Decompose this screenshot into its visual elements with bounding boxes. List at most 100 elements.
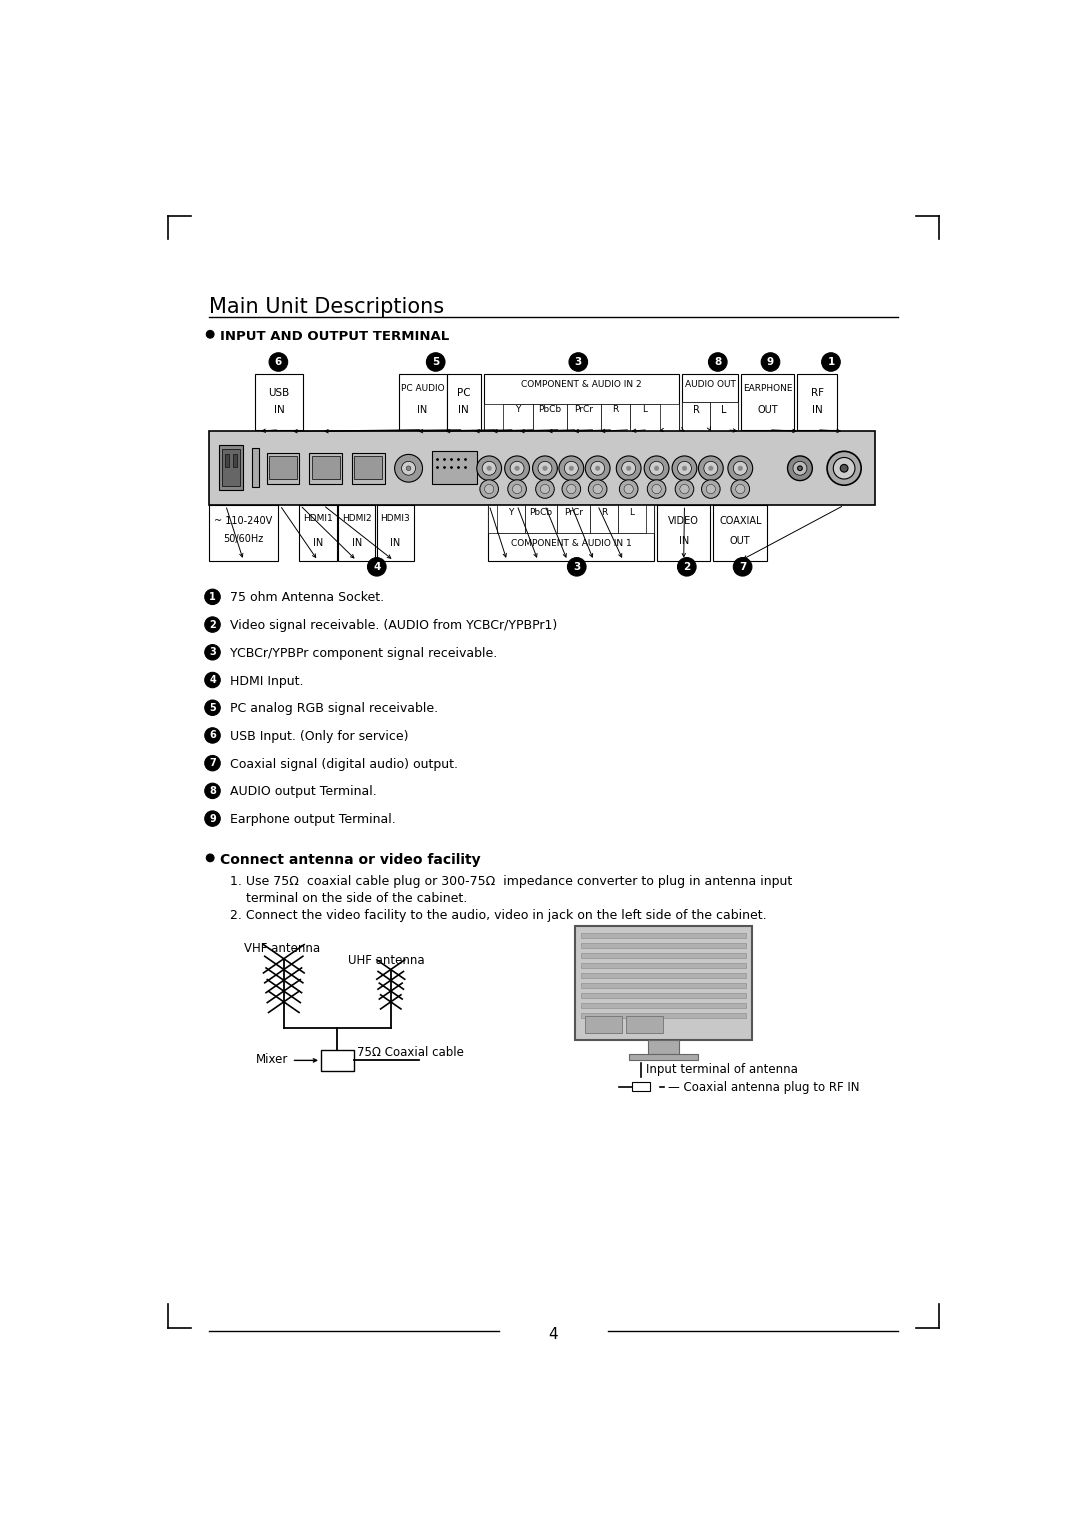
Text: L: L bbox=[721, 405, 727, 416]
Circle shape bbox=[733, 558, 752, 576]
Bar bbox=[581, 993, 745, 998]
Circle shape bbox=[206, 330, 214, 338]
Text: 1: 1 bbox=[210, 591, 216, 602]
Bar bbox=[269, 455, 297, 480]
Text: Main Unit Descriptions: Main Unit Descriptions bbox=[208, 298, 444, 318]
Text: Coaxial signal (digital audio) output.: Coaxial signal (digital audio) output. bbox=[230, 758, 458, 770]
Text: HDMI1: HDMI1 bbox=[303, 515, 333, 524]
Circle shape bbox=[787, 455, 812, 481]
Circle shape bbox=[654, 466, 659, 471]
Bar bbox=[658, 506, 710, 561]
Bar bbox=[503, 403, 532, 429]
Circle shape bbox=[487, 466, 491, 471]
Circle shape bbox=[679, 484, 689, 494]
Bar bbox=[632, 1082, 650, 1091]
Bar bbox=[581, 952, 745, 958]
Text: COMPONENT & AUDIO IN 2: COMPONENT & AUDIO IN 2 bbox=[521, 380, 642, 390]
Bar bbox=[797, 374, 837, 429]
Circle shape bbox=[269, 353, 287, 371]
Text: PbCb: PbCb bbox=[538, 405, 562, 414]
Circle shape bbox=[622, 461, 636, 475]
Text: 9: 9 bbox=[210, 813, 216, 824]
Text: 4: 4 bbox=[549, 1326, 558, 1342]
Text: INPUT AND OUTPUT TERMINAL: INPUT AND OUTPUT TERMINAL bbox=[220, 330, 449, 342]
Text: ~ 110-240V: ~ 110-240V bbox=[214, 516, 272, 526]
Circle shape bbox=[708, 466, 713, 471]
Circle shape bbox=[540, 484, 550, 494]
Text: 4: 4 bbox=[210, 675, 216, 685]
Text: 7: 7 bbox=[210, 758, 216, 769]
Circle shape bbox=[702, 480, 720, 498]
Bar bbox=[683, 402, 738, 429]
Bar bbox=[532, 403, 567, 429]
Bar bbox=[629, 1054, 699, 1060]
Circle shape bbox=[205, 590, 220, 605]
Bar bbox=[576, 926, 752, 1041]
Text: 5: 5 bbox=[432, 358, 440, 367]
Text: 75 ohm Antenna Socket.: 75 ohm Antenna Socket. bbox=[230, 591, 383, 605]
Text: AUDIO output Terminal.: AUDIO output Terminal. bbox=[230, 785, 376, 799]
Bar bbox=[581, 1013, 745, 1018]
Text: Mixer: Mixer bbox=[256, 1053, 288, 1067]
Text: L: L bbox=[630, 509, 634, 518]
Bar bbox=[600, 403, 631, 429]
Text: 2: 2 bbox=[210, 619, 216, 630]
Circle shape bbox=[735, 484, 745, 494]
Text: Y: Y bbox=[515, 405, 521, 414]
Text: Y: Y bbox=[509, 509, 514, 518]
Bar bbox=[484, 374, 679, 429]
Bar bbox=[484, 403, 679, 429]
Circle shape bbox=[206, 854, 214, 862]
Circle shape bbox=[834, 457, 855, 480]
Text: IN: IN bbox=[273, 405, 284, 416]
Circle shape bbox=[508, 480, 526, 498]
Text: 2. Connect the video facility to the audio, video in jack on the left side of th: 2. Connect the video facility to the aud… bbox=[230, 909, 766, 921]
Text: L: L bbox=[643, 405, 647, 414]
Bar bbox=[497, 506, 525, 533]
Text: HDMI3: HDMI3 bbox=[380, 515, 410, 524]
Circle shape bbox=[562, 480, 581, 498]
Bar bbox=[581, 963, 745, 969]
Circle shape bbox=[733, 461, 747, 475]
Circle shape bbox=[542, 466, 548, 471]
Circle shape bbox=[567, 558, 586, 576]
Bar bbox=[225, 454, 229, 466]
Bar bbox=[625, 1016, 663, 1033]
Text: PbCb: PbCb bbox=[529, 509, 553, 518]
Bar bbox=[581, 1002, 745, 1008]
Text: 3: 3 bbox=[575, 358, 582, 367]
Bar bbox=[683, 402, 710, 429]
Text: R: R bbox=[600, 509, 607, 518]
Circle shape bbox=[569, 466, 573, 471]
Circle shape bbox=[644, 455, 669, 481]
Circle shape bbox=[585, 455, 610, 481]
Circle shape bbox=[624, 484, 633, 494]
Text: OUT: OUT bbox=[757, 405, 778, 416]
Circle shape bbox=[798, 466, 802, 471]
Text: Video signal receivable. (AUDIO from YCBCr/YPBPr1): Video signal receivable. (AUDIO from YCB… bbox=[230, 619, 557, 633]
Bar bbox=[581, 983, 745, 989]
Bar bbox=[219, 445, 243, 490]
Bar bbox=[299, 506, 337, 561]
Circle shape bbox=[402, 461, 416, 475]
Bar bbox=[713, 506, 768, 561]
Text: PC analog RGB signal receivable.: PC analog RGB signal receivable. bbox=[230, 703, 437, 715]
Bar bbox=[352, 452, 384, 484]
Text: OUT: OUT bbox=[730, 536, 751, 545]
Bar bbox=[399, 374, 446, 429]
Text: RF: RF bbox=[810, 388, 824, 399]
Circle shape bbox=[649, 461, 663, 475]
Text: IN: IN bbox=[390, 538, 401, 547]
Circle shape bbox=[591, 461, 605, 475]
Circle shape bbox=[706, 484, 715, 494]
Circle shape bbox=[367, 558, 387, 576]
Circle shape bbox=[652, 484, 661, 494]
Circle shape bbox=[731, 480, 750, 498]
Circle shape bbox=[406, 466, 410, 471]
Text: HDMI2: HDMI2 bbox=[342, 515, 372, 524]
Circle shape bbox=[677, 558, 697, 576]
Text: Connect antenna or video facility: Connect antenna or video facility bbox=[220, 853, 481, 868]
Bar bbox=[567, 403, 600, 429]
Text: COMPONENT & AUDIO IN 1: COMPONENT & AUDIO IN 1 bbox=[511, 539, 632, 549]
Circle shape bbox=[532, 455, 557, 481]
